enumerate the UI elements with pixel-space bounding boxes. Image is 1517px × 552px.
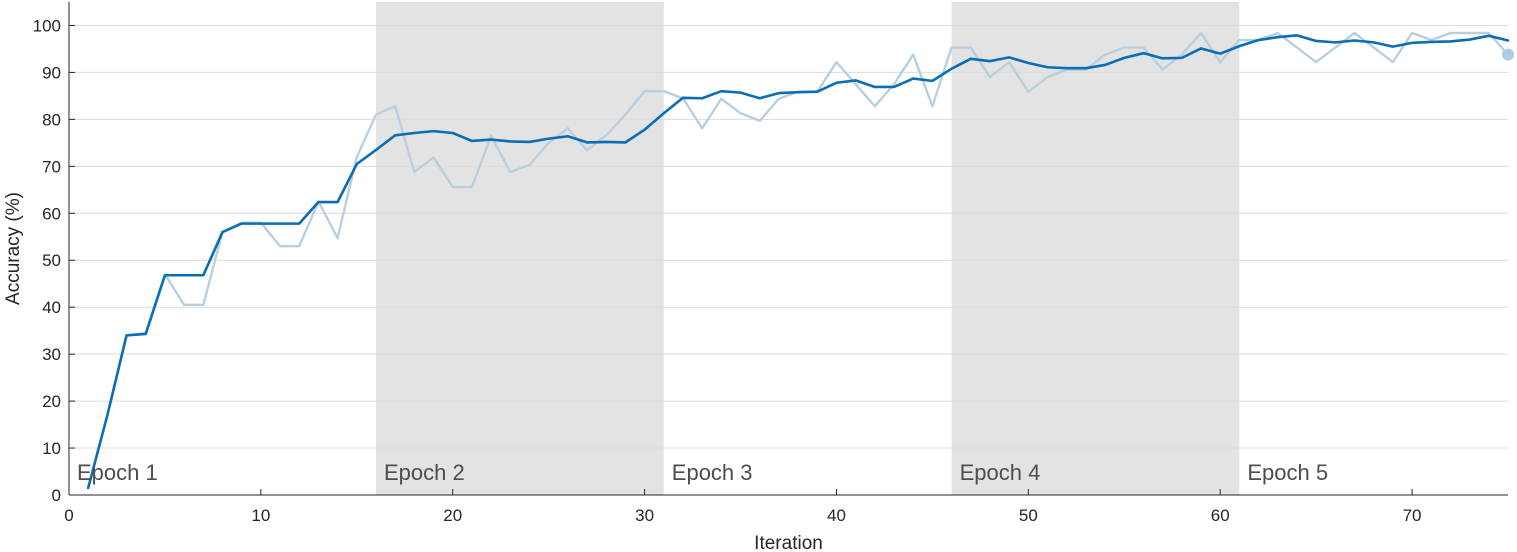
epoch-label-3: Epoch 3 [672,460,753,485]
final-point-marker [1502,48,1514,61]
epoch-bands [375,2,1240,495]
x-tick-label-70: 70 [1403,506,1422,525]
x-tick-label-0: 0 [64,506,73,525]
smoothed-accuracy-line [86,34,1510,490]
y-tick-label-40: 40 [42,298,61,317]
y-tick-label-70: 70 [42,157,61,176]
y-tick-label-90: 90 [42,63,61,82]
y-tick-label-20: 20 [42,392,61,411]
y-tick-label-30: 30 [42,345,61,364]
epoch-band-4 [951,2,1240,495]
series-lines [86,31,1514,490]
x-tick-label-40: 40 [827,506,846,525]
x-tick-label-30: 30 [635,506,654,525]
x-axis-label: Iteration [754,533,823,552]
y-tick-label-100: 100 [33,16,61,35]
x-tick-label-20: 20 [443,506,462,525]
y-tick-label-60: 60 [42,204,61,223]
x-tick-label-60: 60 [1211,506,1230,525]
y-axis-label: Accuracy (%) [3,192,24,305]
epoch-label-2: Epoch 2 [384,460,465,485]
epoch-band-2 [375,2,664,495]
x-tick-label-50: 50 [1019,506,1038,525]
epoch-label-4: Epoch 4 [960,460,1041,485]
y-tick-label-10: 10 [42,439,61,458]
y-tick-label-0: 0 [52,486,61,505]
y-tick-label-80: 80 [42,110,61,129]
x-tick-label-10: 10 [251,506,270,525]
epoch-label-1: Epoch 1 [77,460,158,485]
axes: 0 10 20 30 40 50 60 70 80 90 100 0 10 20 30 40 50 60 70 [33,2,1508,525]
epoch-label-5: Epoch 5 [1247,460,1328,485]
epoch-labels: Epoch 1 Epoch 2 Epoch 3 Epoch 4 Epoch 5 [77,460,1328,485]
y-tick-label-50: 50 [42,251,61,270]
